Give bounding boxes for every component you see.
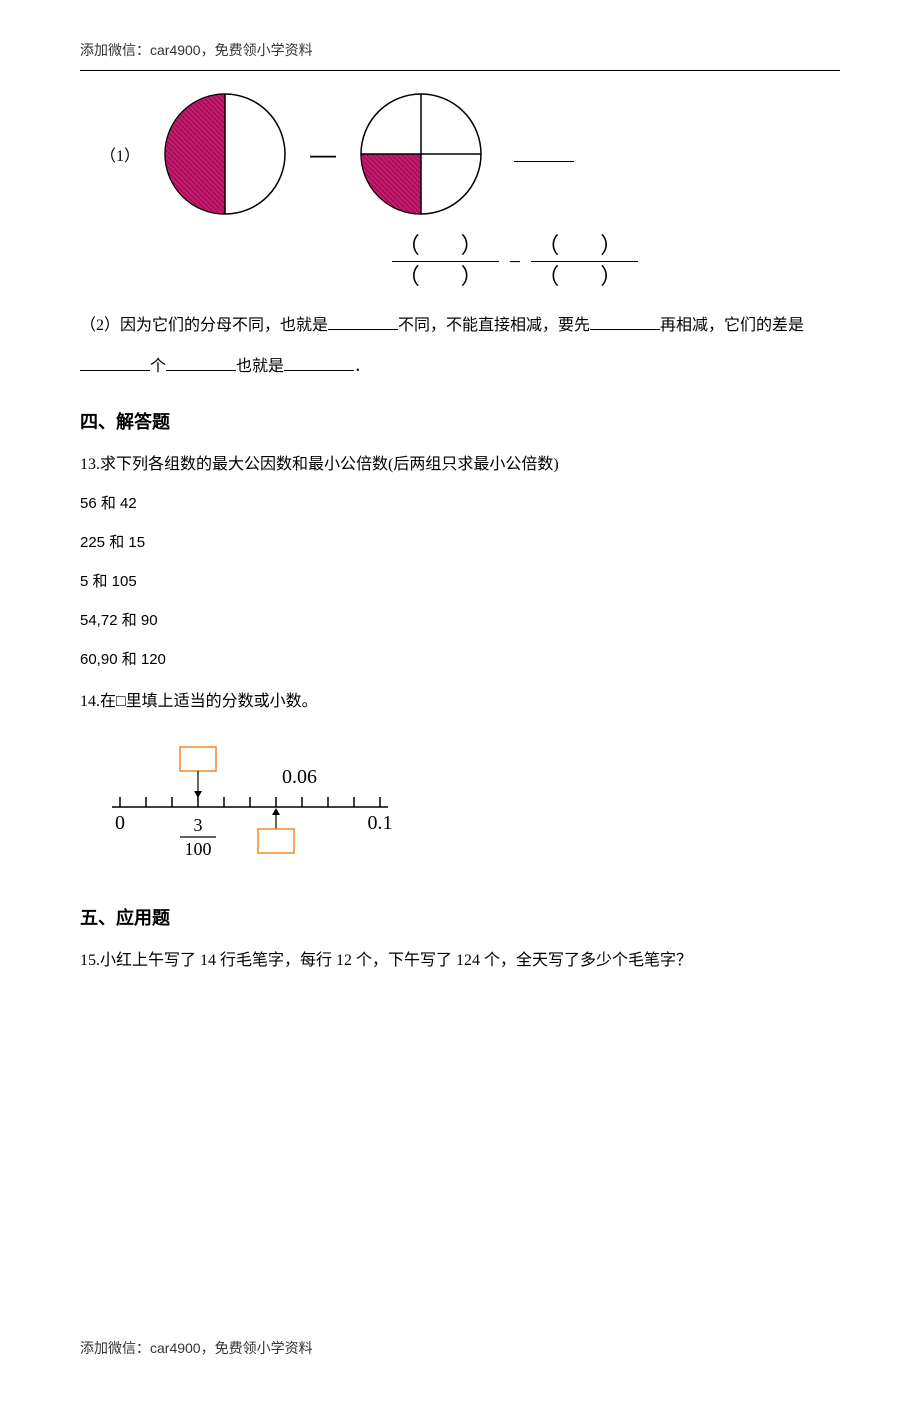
svg-text:3: 3 bbox=[194, 815, 203, 835]
fraction-left: （ ） （ ） bbox=[392, 233, 499, 291]
fraction-right: （ ） （ ） bbox=[531, 233, 638, 291]
header-divider bbox=[80, 70, 840, 71]
pie-chart-quarter bbox=[356, 89, 486, 219]
q12-part1-row: （1） — bbox=[100, 89, 840, 219]
fill-blank[interactable] bbox=[328, 313, 398, 330]
q14-stem: 14.在□里填上适当的分数或小数。 bbox=[80, 687, 840, 711]
q13-pair: 225 和 15 bbox=[80, 531, 840, 552]
paren: （ bbox=[537, 264, 569, 289]
page-header: 添加微信：car4900，免费领小学资料 bbox=[80, 40, 840, 70]
q13-stem: 13.求下列各组数的最大公因数和最小公倍数(后两组只求最小公倍数) bbox=[80, 450, 840, 474]
q13-pair: 54,72 和 90 bbox=[80, 609, 840, 630]
q15-stem: 15.小红上午写了 14 行毛笔字，每行 12 个，下午写了 124 个，全天写… bbox=[80, 946, 840, 970]
fill-blank[interactable] bbox=[166, 354, 236, 371]
q13-pair: 5 和 105 bbox=[80, 570, 840, 591]
section5-title: 五、应用题 bbox=[80, 904, 840, 930]
text-seg: 个 bbox=[150, 358, 166, 375]
svg-text:100: 100 bbox=[185, 839, 212, 859]
q14-numberline-wrap: 0 0.1 0.06 3 100 bbox=[90, 729, 840, 884]
paren: ） bbox=[600, 233, 632, 258]
fraction-minus: − bbox=[509, 249, 521, 275]
minus-sign: — bbox=[310, 139, 336, 170]
page-footer: 添加微信：car4900，免费领小学资料 bbox=[80, 1330, 840, 1358]
svg-text:0: 0 bbox=[115, 812, 125, 834]
text-seg: ． bbox=[354, 358, 370, 375]
equals-blank bbox=[514, 147, 574, 162]
svg-text:0.1: 0.1 bbox=[368, 812, 393, 834]
paren: （ bbox=[398, 233, 430, 258]
paren: （ bbox=[398, 264, 430, 289]
q13-pair: 56 和 42 bbox=[80, 492, 840, 513]
text-seg: 不同，不能直接相减，要先 bbox=[398, 317, 590, 334]
pie-chart-half bbox=[160, 89, 290, 219]
fill-blank[interactable] bbox=[284, 354, 354, 371]
paren: ） bbox=[461, 264, 493, 289]
section4-title: 四、解答题 bbox=[80, 408, 840, 434]
fraction-template-row: （ ） （ ） − （ ） （ ） bbox=[190, 233, 840, 291]
q12-part2-text: （2）因为它们的分母不同，也就是 不同，不能直接相减，要先 再相减，它们的差是 个 也… bbox=[80, 305, 840, 388]
fill-blank[interactable] bbox=[590, 313, 660, 330]
number-line-diagram: 0 0.1 0.06 3 100 bbox=[90, 729, 410, 879]
paren: ） bbox=[600, 264, 632, 289]
q12-part1-label: （1） bbox=[100, 142, 140, 166]
paren: ） bbox=[461, 233, 493, 258]
text-seg: 再相减，它们的差是 bbox=[660, 317, 804, 334]
paren: （ bbox=[537, 233, 569, 258]
text-seg: （2）因为它们的分母不同，也就是 bbox=[80, 317, 328, 334]
fill-blank[interactable] bbox=[80, 354, 150, 371]
svg-text:0.06: 0.06 bbox=[282, 766, 317, 788]
text-seg: 也就是 bbox=[236, 358, 284, 375]
q13-pair: 60,90 和 120 bbox=[80, 648, 840, 669]
